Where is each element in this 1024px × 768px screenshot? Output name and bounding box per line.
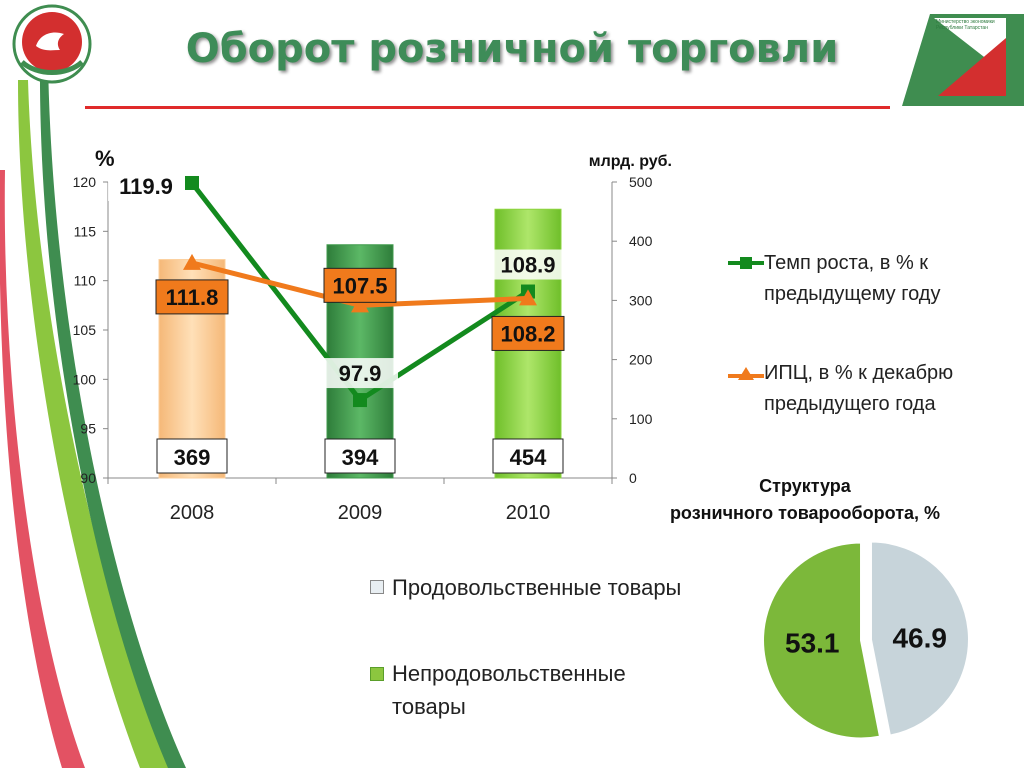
ministry-logo-icon (902, 14, 1024, 106)
legend-cpi: ИПЦ, в % к декабрю предыдущего года (764, 362, 954, 415)
legend-nonfood-goods: Непродовольственные товары (392, 661, 626, 719)
right-tick-label: 500 (629, 174, 653, 190)
tatarstan-emblem-icon (12, 4, 92, 84)
pie-title-line1: Структура (759, 476, 851, 496)
left-tick-label: 95 (80, 421, 96, 437)
bar-value-label-box (324, 438, 396, 474)
legend-icon-cpi (728, 367, 764, 380)
growth-label-bg (490, 249, 566, 280)
pie-chart-title: Структура розничного товарооборота, % (630, 473, 980, 527)
right-tick-label: 0 (629, 470, 637, 486)
pie-slice-2 (762, 541, 882, 740)
x-tick-label: 2010 (506, 502, 551, 524)
cpi-label-box (323, 267, 397, 303)
bar-value-label: 454 (510, 445, 547, 470)
ministry-logo-text: Министерство экономики Республики Татарс… (936, 19, 995, 31)
bar-value-label-box (156, 438, 228, 474)
growth-rate-label: 97.9 (339, 361, 382, 386)
cpi-label: 108.2 (500, 321, 555, 346)
x-tick-label: 2009 (338, 502, 383, 524)
left-tick-label: 110 (74, 273, 97, 289)
growth-rate-point (353, 393, 367, 408)
right-axis-title: млрд. руб. (589, 153, 672, 170)
x-tick-label: 2008 (170, 502, 215, 524)
legend-swatch-food (370, 580, 384, 594)
right-tick-label: 100 (629, 411, 653, 427)
pie-slice-1 (869, 540, 970, 737)
right-tick-label: 300 (629, 292, 653, 308)
left-tick-label: 100 (73, 371, 97, 387)
left-tick-label: 120 (73, 174, 97, 190)
retail-structure-pie-chart: 46.9 53.1 (762, 540, 970, 740)
cpi-point (519, 289, 537, 306)
pie-slice-label: 46.9 (892, 623, 947, 654)
growth-label-bg (322, 358, 398, 389)
left-axis-title: % (95, 146, 115, 171)
legend-icon-growth-rate (728, 257, 764, 269)
cpi-label: 107.5 (332, 273, 387, 298)
left-tick-label: 105 (73, 322, 97, 338)
bar-value-label: 394 (342, 445, 379, 470)
red-swoosh (0, 170, 85, 768)
bar-value-label: 369 (174, 445, 211, 470)
right-tick-label: 200 (629, 352, 653, 368)
legend-swatch-nonfood (370, 667, 384, 681)
cpi-point (351, 296, 369, 313)
left-tick-label: 115 (74, 223, 97, 239)
legend-growth-rate: Темп роста, в % к предыдущему году (764, 252, 941, 305)
legend-food-goods: Продовольственные товары (392, 575, 682, 600)
page-title: Оборот розничной торговли (185, 26, 839, 72)
left-tick-label: 90 (80, 470, 96, 486)
cpi-point (183, 253, 201, 270)
growth-rate-label: 108.9 (500, 253, 555, 278)
bar-value-label-box (492, 438, 564, 474)
pie-title-line2: розничного товарооборота, % (669, 503, 941, 523)
cpi-label: 111.8 (166, 285, 219, 310)
growth-label-bg (108, 170, 184, 201)
growth-rate-label: 119.9 (119, 174, 173, 199)
pie-slice-label: 53.1 (785, 627, 840, 658)
cpi-label-box (155, 279, 229, 315)
cpi-label-box (491, 315, 565, 351)
right-tick-label: 400 (629, 233, 653, 249)
title-divider (85, 106, 890, 109)
growth-rate-point (185, 175, 199, 190)
